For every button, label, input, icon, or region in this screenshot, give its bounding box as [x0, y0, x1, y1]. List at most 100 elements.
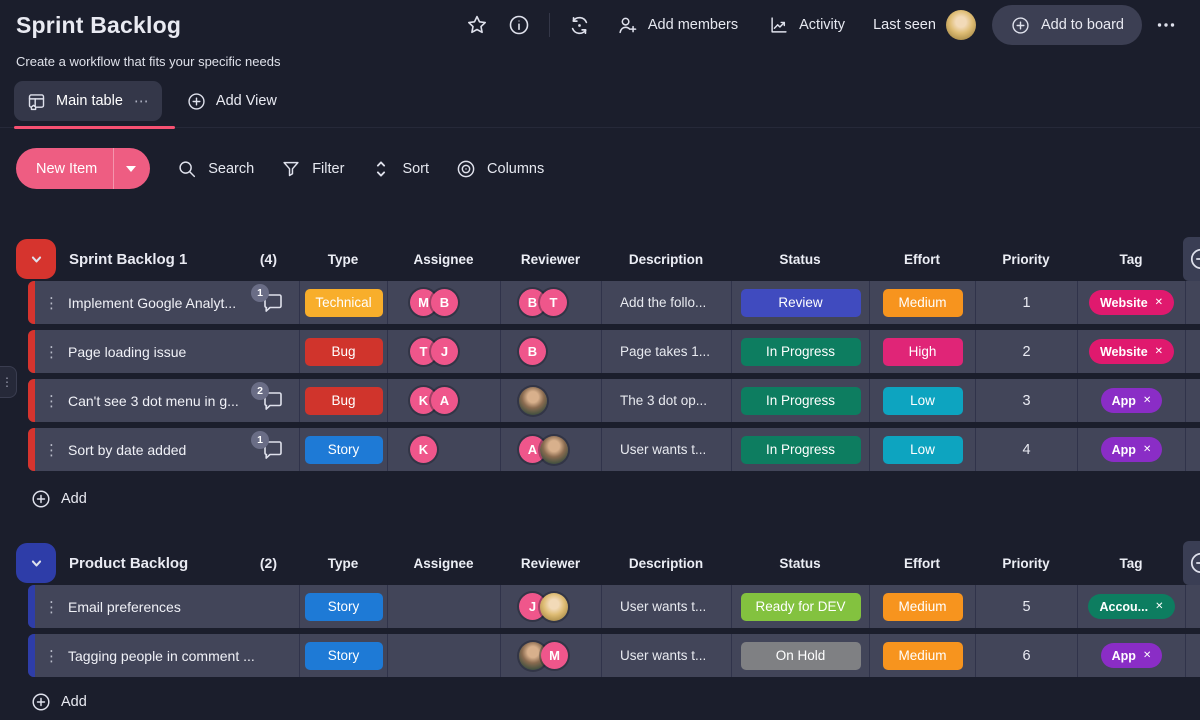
avatar[interactable]: T — [540, 289, 567, 316]
table-row[interactable]: ⋮ Sort by date added 1 Story K A User wa… — [28, 428, 1200, 471]
tag-remove-icon[interactable]: ✕ — [1154, 346, 1164, 357]
table-row[interactable]: ⋮ Can't see 3 dot menu in g... 2 Bug K A… — [28, 379, 1200, 422]
photo-avatar[interactable] — [540, 592, 568, 621]
tag-remove-icon[interactable]: ✕ — [1142, 395, 1152, 406]
priority-cell[interactable]: 5 — [975, 585, 1077, 628]
add-members-button[interactable]: Add members — [604, 7, 750, 43]
reviewer-cell[interactable]: A — [500, 428, 601, 471]
tag-pill[interactable]: Website ✕ — [1088, 339, 1175, 364]
item-name[interactable]: Can't see 3 dot menu in g... — [68, 392, 239, 409]
column-header-tag[interactable]: Tag — [1119, 555, 1143, 571]
row-menu-button[interactable]: ⋮ — [44, 343, 59, 361]
tag-remove-icon[interactable]: ✕ — [1155, 601, 1164, 612]
column-header-reviewer[interactable]: Reviewer — [520, 251, 581, 267]
column-header-priority[interactable]: Priority — [1002, 251, 1050, 267]
assignee-cell[interactable]: M B — [387, 281, 500, 324]
page-title[interactable]: Sprint Backlog — [16, 11, 182, 38]
reviewer-cell[interactable]: B — [500, 330, 601, 373]
integrations-sync-button[interactable] — [562, 7, 598, 43]
add-to-board-button[interactable]: Add to board — [991, 5, 1142, 45]
type-badge[interactable]: Technical — [304, 288, 383, 317]
add-column-button[interactable] — [1183, 541, 1200, 585]
avatar[interactable]: B — [519, 338, 546, 365]
avatar[interactable]: M — [541, 642, 568, 669]
effort-badge[interactable]: Medium — [882, 592, 963, 621]
item-name[interactable]: Page loading issue — [68, 343, 187, 360]
effort-badge[interactable]: Low — [882, 435, 963, 464]
favorite-button[interactable] — [459, 7, 495, 43]
info-button[interactable] — [501, 7, 537, 43]
description-cell[interactable]: User wants t... — [601, 428, 731, 471]
effort-badge[interactable]: Medium — [882, 641, 963, 670]
chat-icon[interactable]: 1 — [251, 430, 285, 462]
group-collapse-button[interactable] — [16, 239, 56, 279]
tab-main-table[interactable]: Main table ⋯ — [14, 81, 162, 121]
column-header-status[interactable]: Status — [779, 555, 821, 571]
status-badge[interactable]: In Progress — [740, 386, 861, 415]
assignee-cell[interactable] — [387, 634, 500, 677]
type-badge[interactable]: Bug — [304, 337, 383, 366]
assignee-cell[interactable]: K — [387, 428, 500, 471]
tag-remove-icon[interactable]: ✕ — [1142, 444, 1152, 455]
description-cell[interactable]: Page takes 1... — [601, 330, 731, 373]
priority-cell[interactable]: 4 — [975, 428, 1077, 471]
reviewer-cell[interactable] — [500, 379, 601, 422]
item-name[interactable]: Sort by date added — [68, 441, 187, 458]
tag-pill[interactable]: App ✕ — [1100, 437, 1163, 462]
tab-menu-button[interactable]: ⋯ — [133, 93, 150, 110]
chat-icon[interactable]: 1 — [251, 283, 285, 315]
status-badge[interactable]: In Progress — [740, 337, 861, 366]
column-header-tag[interactable]: Tag — [1119, 251, 1143, 267]
filter-button[interactable]: Filter — [280, 158, 344, 180]
row-menu-button[interactable]: ⋮ — [44, 294, 59, 312]
new-item-dropdown[interactable] — [113, 148, 150, 189]
tag-remove-icon[interactable]: ✕ — [1154, 297, 1164, 308]
columns-button[interactable]: Columns — [455, 158, 544, 180]
table-row[interactable]: ⋮ Email preferences Story J User wants t… — [28, 585, 1200, 628]
column-header-reviewer[interactable]: Reviewer — [520, 555, 581, 571]
add-item-button[interactable]: Add — [30, 485, 1200, 513]
column-header-effort[interactable]: Effort — [904, 555, 940, 571]
column-header-type[interactable]: Type — [327, 555, 359, 571]
tag-pill[interactable]: Website ✕ — [1088, 290, 1175, 315]
row-menu-button[interactable]: ⋮ — [44, 647, 59, 665]
type-badge[interactable]: Story — [304, 435, 383, 464]
column-header-status[interactable]: Status — [779, 251, 821, 267]
column-header-description[interactable]: Description — [628, 251, 704, 267]
column-header-effort[interactable]: Effort — [904, 251, 940, 267]
avatar[interactable]: B — [431, 289, 458, 316]
new-item-button[interactable]: New Item — [16, 148, 151, 189]
priority-cell[interactable]: 3 — [975, 379, 1077, 422]
priority-cell[interactable]: 6 — [975, 634, 1077, 677]
table-row[interactable]: ⋮ Page loading issue Bug T J B Page take… — [28, 330, 1200, 373]
item-name[interactable]: Implement Google Analyt... — [68, 294, 237, 311]
row-menu-button[interactable]: ⋮ — [44, 598, 59, 616]
item-name[interactable]: Email preferences — [68, 598, 181, 615]
column-header-type[interactable]: Type — [327, 251, 359, 267]
tag-pill[interactable]: App ✕ — [1100, 388, 1163, 413]
reviewer-cell[interactable]: J — [500, 585, 601, 628]
photo-avatar[interactable] — [519, 386, 547, 415]
add-column-button[interactable] — [1183, 237, 1200, 281]
status-badge[interactable]: Ready for DEV — [740, 592, 861, 621]
item-name[interactable]: Tagging people in comment ... — [68, 647, 255, 664]
add-view-button[interactable]: Add View — [180, 91, 283, 112]
sort-button[interactable]: Sort — [370, 158, 429, 180]
search-button[interactable]: Search — [176, 158, 254, 180]
board-more-options-button[interactable] — [1148, 7, 1184, 43]
column-header-description[interactable]: Description — [628, 555, 704, 571]
tag-pill[interactable]: App ✕ — [1100, 643, 1163, 668]
effort-badge[interactable]: Low — [882, 386, 963, 415]
chat-icon[interactable]: 2 — [251, 381, 285, 413]
reviewer-cell[interactable]: M — [500, 634, 601, 677]
assignee-cell[interactable]: T J — [387, 330, 500, 373]
status-badge[interactable]: In Progress — [740, 435, 861, 464]
type-badge[interactable]: Bug — [304, 386, 383, 415]
photo-avatar[interactable] — [540, 435, 568, 464]
column-header-assignee[interactable]: Assignee — [413, 251, 474, 267]
reviewer-cell[interactable]: B T — [500, 281, 601, 324]
last-seen-avatar[interactable] — [945, 10, 976, 40]
description-cell[interactable]: User wants t... — [601, 585, 731, 628]
assignee-cell[interactable] — [387, 585, 500, 628]
avatar[interactable]: K — [410, 436, 437, 463]
